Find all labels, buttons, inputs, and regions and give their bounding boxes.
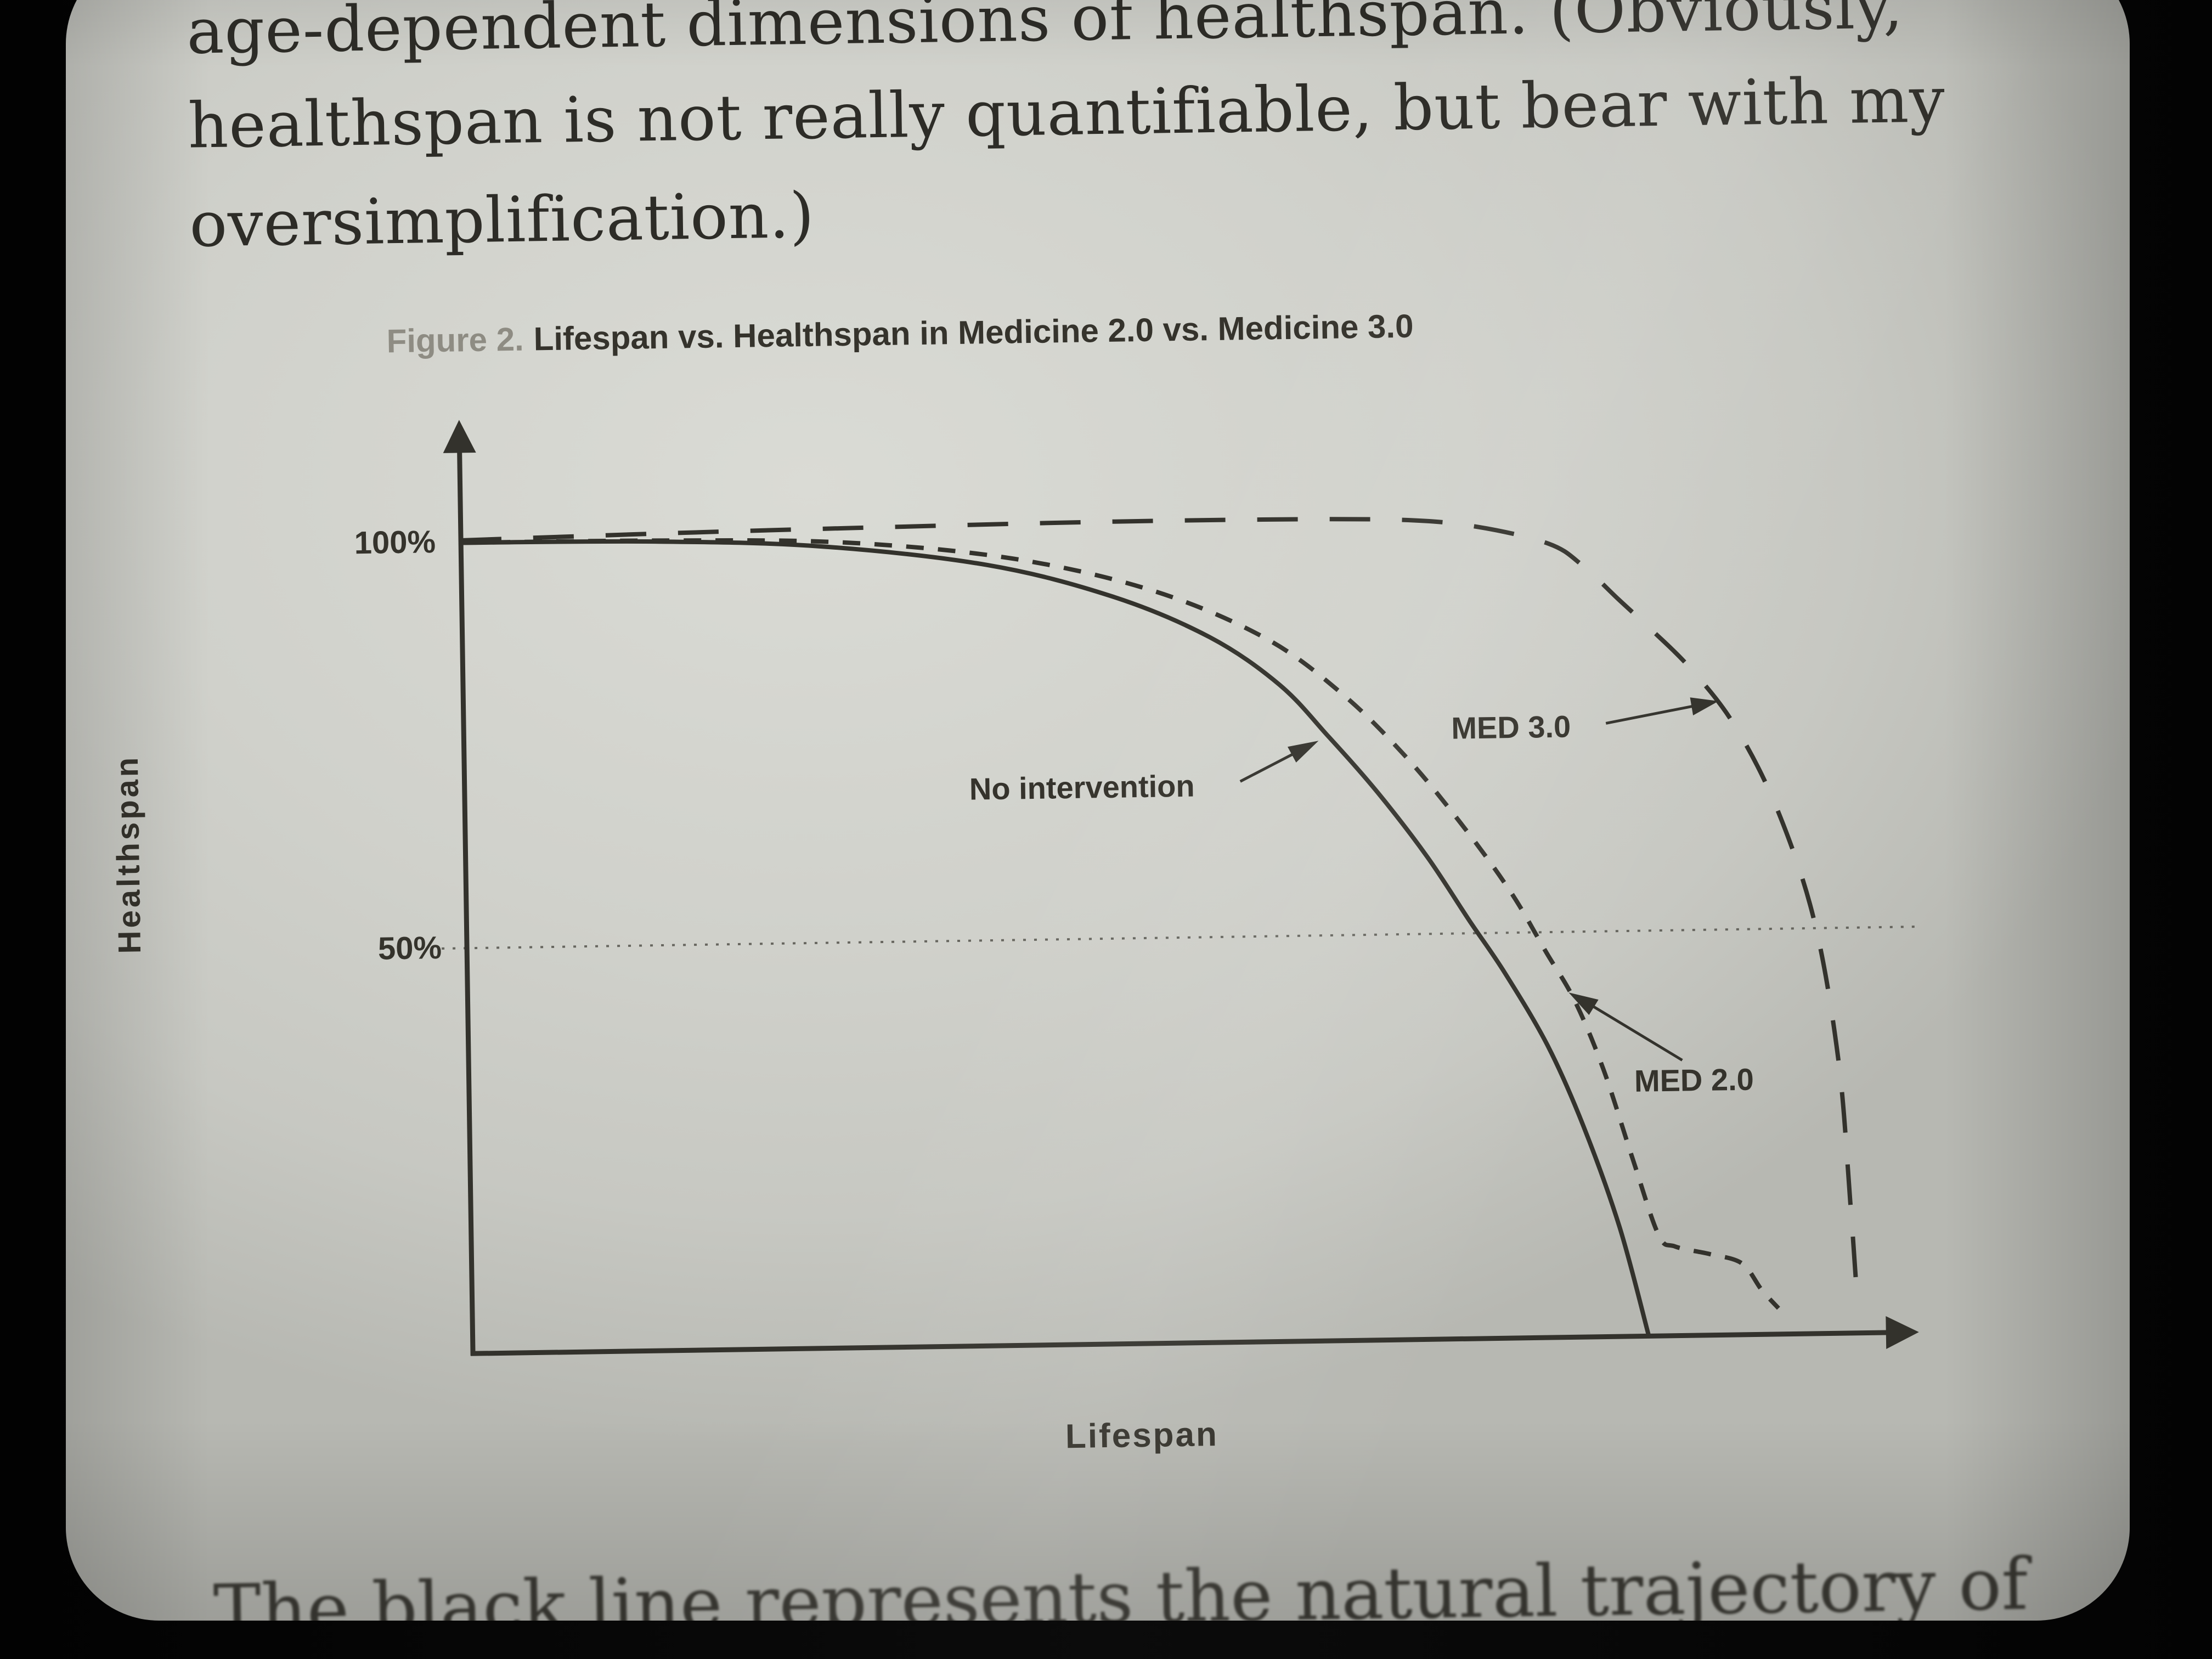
x-axis-arrowhead	[1886, 1316, 1919, 1350]
med3-arrow	[1605, 704, 1697, 725]
x-axis	[470, 1330, 1891, 1356]
fifty-percent-gridline	[442, 926, 1916, 950]
ytick-50: 50%	[377, 929, 442, 967]
med2-arrowhead	[1568, 992, 1599, 1015]
ereader-screen: age-dependent dimensions of healthspan. …	[66, 0, 2130, 1621]
y-axis-arrowhead	[443, 420, 476, 453]
annotation-med-2-0: MED 2.0	[1634, 1062, 1754, 1098]
curve-no-intervention	[461, 539, 1651, 1337]
med3-arrowhead	[1690, 697, 1719, 715]
curve-med-3-0	[460, 517, 1860, 1301]
y-axis	[456, 445, 476, 1356]
no-intervention-arrowhead	[1288, 741, 1319, 763]
annotation-med-3-0: MED 3.0	[1451, 709, 1571, 746]
chart-curves	[460, 517, 1860, 1337]
y-axis-label: Healthspan	[109, 754, 148, 954]
x-axis-label: Lifespan	[1065, 1415, 1219, 1456]
curve-med-2-0	[461, 538, 1780, 1310]
annotation-no-intervention: No intervention	[969, 768, 1195, 806]
med2-arrow	[1590, 1003, 1683, 1062]
page-content: age-dependent dimensions of healthspan. …	[66, 0, 2130, 1621]
lifespan-healthspan-chart	[442, 420, 1919, 1356]
ytick-100: 100%	[354, 524, 436, 561]
no-intervention-arrow	[1239, 749, 1300, 783]
